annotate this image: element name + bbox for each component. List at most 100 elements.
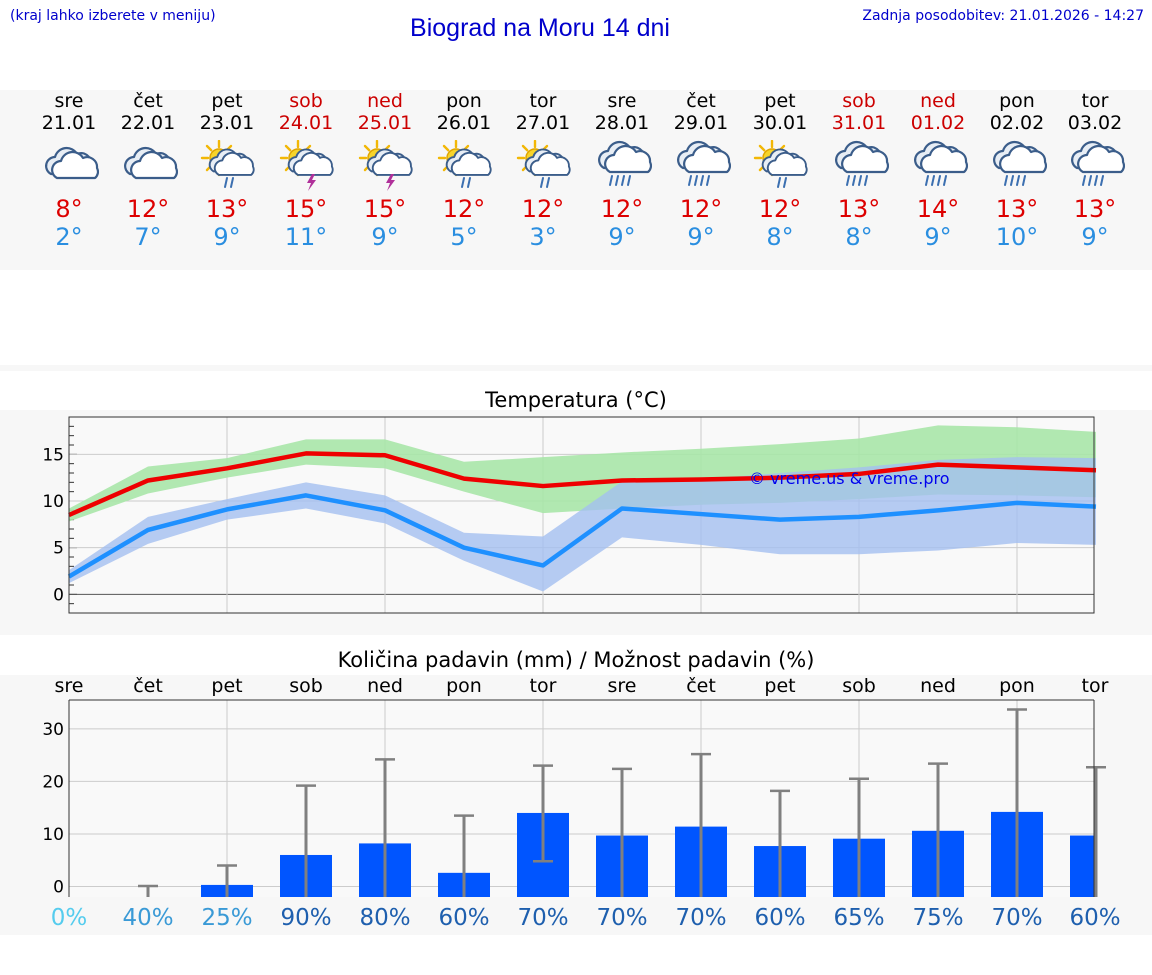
day-column[interactable]: sob 31.01 13° 8°	[819, 90, 899, 251]
sun-cloud-rain-icon	[516, 140, 571, 188]
day-column[interactable]: tor 03.02 13° 9°	[1055, 90, 1135, 251]
day-name: ned	[920, 90, 956, 112]
day-column[interactable]: sob 24.01 15° 11°	[266, 90, 346, 251]
temp-min: 8°	[766, 223, 794, 251]
rain-probability: 65%	[833, 905, 885, 931]
rain-day-label: pet	[764, 675, 796, 697]
temp-max: 12°	[600, 195, 644, 223]
day-name: sre	[54, 90, 84, 112]
last-update: Zadnja posodobitev: 21.01.2026 - 14:27	[862, 8, 1144, 24]
day-date: 03.02	[1067, 112, 1123, 134]
sun-cloud-thunder-icon	[358, 140, 413, 191]
rain-day-label: pon	[999, 675, 1035, 697]
day-column[interactable]: pon 26.01 12° 5°	[424, 90, 504, 251]
y-tick-label: 10	[42, 825, 64, 845]
precip-bar	[1070, 835, 1096, 897]
day-column[interactable]: tor 27.01 12° 3°	[503, 90, 583, 251]
day-date: 24.01	[278, 112, 334, 134]
sun-cloud-rain-icon	[437, 140, 492, 188]
temperature-chart: 0 5 10 15 © vreme.us & vreme.pro	[42, 416, 1097, 614]
day-column[interactable]: ned 01.02 14° 9°	[898, 90, 978, 251]
temp-min: 9°	[371, 223, 399, 251]
rain-probability: 70%	[596, 905, 648, 931]
cloud-heavy-rain-icon	[914, 140, 968, 186]
temp-max: 15°	[363, 195, 407, 223]
cloud-heavy-rain-icon	[993, 140, 1047, 186]
day-column[interactable]: pon 02.02 13° 10°	[977, 90, 1057, 251]
cloud-heavy-rain-icon	[1071, 140, 1125, 186]
temp-max: 13°	[1073, 195, 1117, 223]
day-column[interactable]: čet 29.01 12° 9°	[661, 90, 741, 251]
cloudy-icon	[45, 146, 99, 180]
day-name: pon	[446, 90, 482, 112]
rain-day-label: čet	[133, 675, 163, 697]
rain-day-label: sob	[842, 675, 876, 697]
plot-frame	[68, 416, 1095, 614]
temp-min: 9°	[213, 223, 241, 251]
precipitation-chart: 0 10 20 30	[42, 699, 1106, 897]
temp-max: 8°	[55, 195, 83, 223]
temp-max: 13°	[205, 195, 249, 223]
min-temp-range-band	[69, 457, 1096, 592]
y-tick-label: 5	[53, 539, 64, 559]
temp-max: 14°	[916, 195, 960, 223]
rain-probability: 70%	[517, 905, 569, 931]
rain-day-label: sre	[607, 675, 637, 697]
temp-min: 9°	[687, 223, 715, 251]
day-column[interactable]: čet 22.01 12° 7°	[108, 90, 188, 251]
day-name: tor	[529, 90, 557, 112]
rain-probability: 40%	[122, 905, 174, 931]
day-name: pet	[211, 90, 243, 112]
day-column[interactable]: ned 25.01 15° 9°	[345, 90, 425, 251]
rain-probability: 80%	[359, 905, 411, 931]
rain-day-label: ned	[367, 675, 403, 697]
rain-probability: 90%	[280, 905, 332, 931]
day-name: sob	[289, 90, 323, 112]
temp-min: 9°	[1081, 223, 1109, 251]
day-column[interactable]: pet 23.01 13° 9°	[187, 90, 267, 251]
day-date: 29.01	[673, 112, 729, 134]
cloudy-icon	[124, 146, 178, 180]
temp-max: 12°	[442, 195, 486, 223]
day-date: 21.01	[41, 112, 97, 134]
cloud-heavy-rain-icon	[677, 140, 731, 186]
y-tick-label: 30	[42, 720, 64, 740]
location-hint: (kraj lahko izberete v meniju)	[10, 8, 216, 24]
temp-min: 3°	[529, 223, 557, 251]
day-date: 25.01	[357, 112, 413, 134]
rain-probability: 0%	[50, 905, 88, 931]
day-name: čet	[133, 90, 163, 112]
rain-probability: 60%	[1069, 905, 1121, 931]
days-panel	[0, 90, 1152, 270]
temp-max: 12°	[679, 195, 723, 223]
y-tick-label: 20	[42, 772, 64, 792]
day-date: 26.01	[436, 112, 492, 134]
rain-probability: 25%	[201, 905, 253, 931]
y-tick-label: 15	[42, 445, 64, 465]
rain-day-label: ned	[920, 675, 956, 697]
temp-min: 7°	[134, 223, 162, 251]
day-date: 30.01	[752, 112, 808, 134]
day-date: 22.01	[120, 112, 176, 134]
day-column[interactable]: sre 28.01 12° 9°	[582, 90, 662, 251]
rain-probability: 75%	[912, 905, 964, 931]
temp-max: 12°	[126, 195, 170, 223]
day-column[interactable]: pet 30.01 12° 8°	[740, 90, 820, 251]
temp-min: 10°	[995, 223, 1039, 251]
rain-probability: 70%	[675, 905, 727, 931]
cloud-heavy-rain-icon	[835, 140, 889, 186]
sun-cloud-rain-icon	[200, 140, 255, 188]
day-name: sre	[607, 90, 637, 112]
temp-max: 15°	[284, 195, 328, 223]
rain-probability: 60%	[754, 905, 806, 931]
day-date: 31.01	[831, 112, 887, 134]
day-name: sob	[842, 90, 876, 112]
y-tick-label: 10	[42, 492, 64, 512]
day-column[interactable]: sre 21.01 8° 2°	[29, 90, 109, 251]
temp-max: 13°	[995, 195, 1039, 223]
y-tick-label: 0	[53, 877, 64, 897]
rain-day-label: čet	[686, 675, 716, 697]
temp-min: 9°	[924, 223, 952, 251]
day-date: 23.01	[199, 112, 255, 134]
day-name: pet	[764, 90, 796, 112]
